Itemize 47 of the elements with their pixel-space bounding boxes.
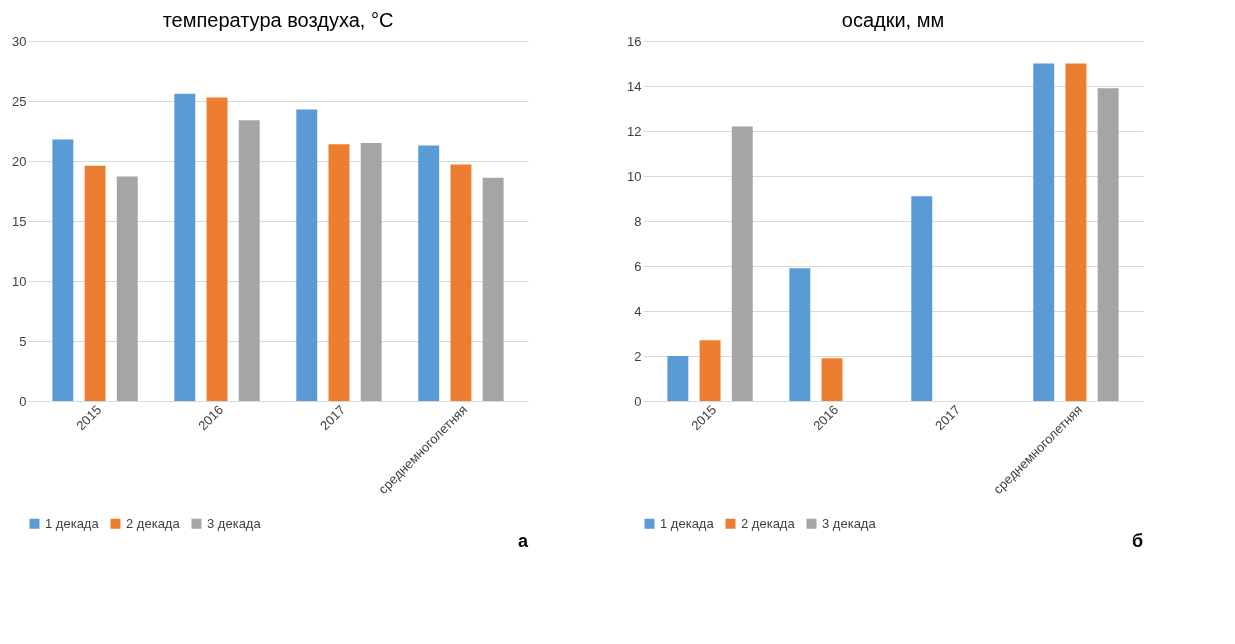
text: а <box>517 531 529 551</box>
y-tick-label: 12 <box>627 123 642 139</box>
y-tick-label: 4 <box>634 303 642 319</box>
bar <box>206 97 228 401</box>
bar <box>911 196 933 401</box>
y-tick-label: 14 <box>627 78 642 94</box>
bar <box>731 126 753 401</box>
y-tick-label: 0 <box>634 393 642 409</box>
bar <box>328 144 350 401</box>
y-tick-label: 10 <box>12 273 27 289</box>
bar <box>667 356 689 401</box>
y-tick-label: 2 <box>634 348 642 364</box>
y-tick-label: 6 <box>634 258 642 274</box>
bar <box>238 120 260 401</box>
y-tick-label: 8 <box>634 213 642 229</box>
bar <box>450 164 472 401</box>
bar <box>84 165 106 401</box>
y-tick-label: 16 <box>627 33 642 49</box>
bar <box>296 109 318 401</box>
bar <box>1033 63 1055 401</box>
y-tick-label: 20 <box>12 153 27 169</box>
bar <box>174 93 196 401</box>
y-tick-label: 25 <box>12 93 27 109</box>
bar <box>360 143 382 401</box>
bar <box>482 177 504 401</box>
bar <box>116 176 138 401</box>
legend-label: 3 декада <box>822 515 877 531</box>
bar <box>821 358 843 401</box>
bar <box>1097 88 1119 401</box>
legend-label: 2 декада <box>126 515 181 531</box>
y-tick-label: 0 <box>19 393 27 409</box>
bar <box>789 268 811 401</box>
chart-title: температура воздуха, °C <box>162 9 394 31</box>
legend-label: 3 декада <box>207 515 262 531</box>
y-tick-label: 30 <box>12 33 27 49</box>
bar <box>52 139 74 401</box>
y-tick-label: 15 <box>12 213 27 229</box>
y-tick-label: 5 <box>19 333 27 349</box>
bar <box>418 145 440 401</box>
bar <box>699 340 721 401</box>
text: б <box>1131 531 1143 551</box>
y-tick-label: 10 <box>627 168 642 184</box>
legend-label: 1 декада <box>45 515 100 531</box>
chart-title: осадки, мм <box>841 9 945 31</box>
legend-label: 1 декада <box>660 515 715 531</box>
bar <box>1065 63 1087 401</box>
legend-label: 2 декада <box>741 515 796 531</box>
